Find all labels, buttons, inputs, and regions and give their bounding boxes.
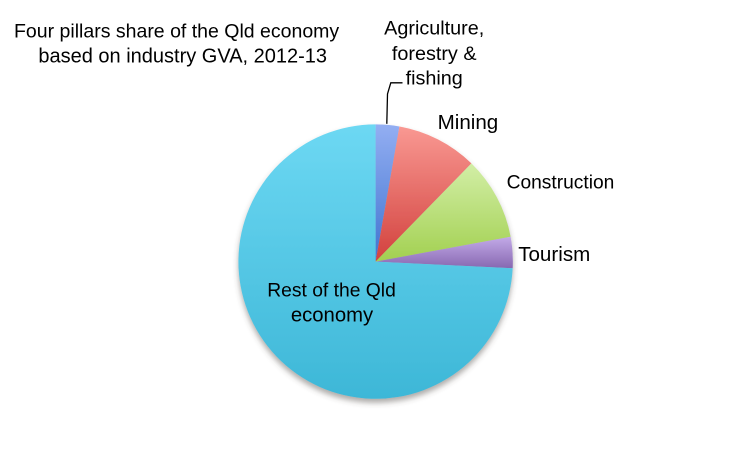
svg-text:based on industry GVA, 2012-13: based on industry GVA, 2012-13 [38, 45, 327, 67]
svg-text:fishing: fishing [406, 67, 463, 89]
svg-text:economy: economy [291, 305, 374, 327]
svg-text:Tourism: Tourism [518, 243, 590, 266]
svg-text:Mining: Mining [438, 111, 499, 134]
svg-text:Construction: Construction [507, 172, 615, 193]
svg-text:Four pillars share of the Qld: Four pillars share of the Qld economy [14, 21, 339, 43]
svg-text:Agriculture,: Agriculture, [384, 18, 484, 40]
svg-text:forestry &: forestry & [392, 43, 477, 65]
svg-text:Rest of the Qld: Rest of the Qld [267, 280, 396, 301]
